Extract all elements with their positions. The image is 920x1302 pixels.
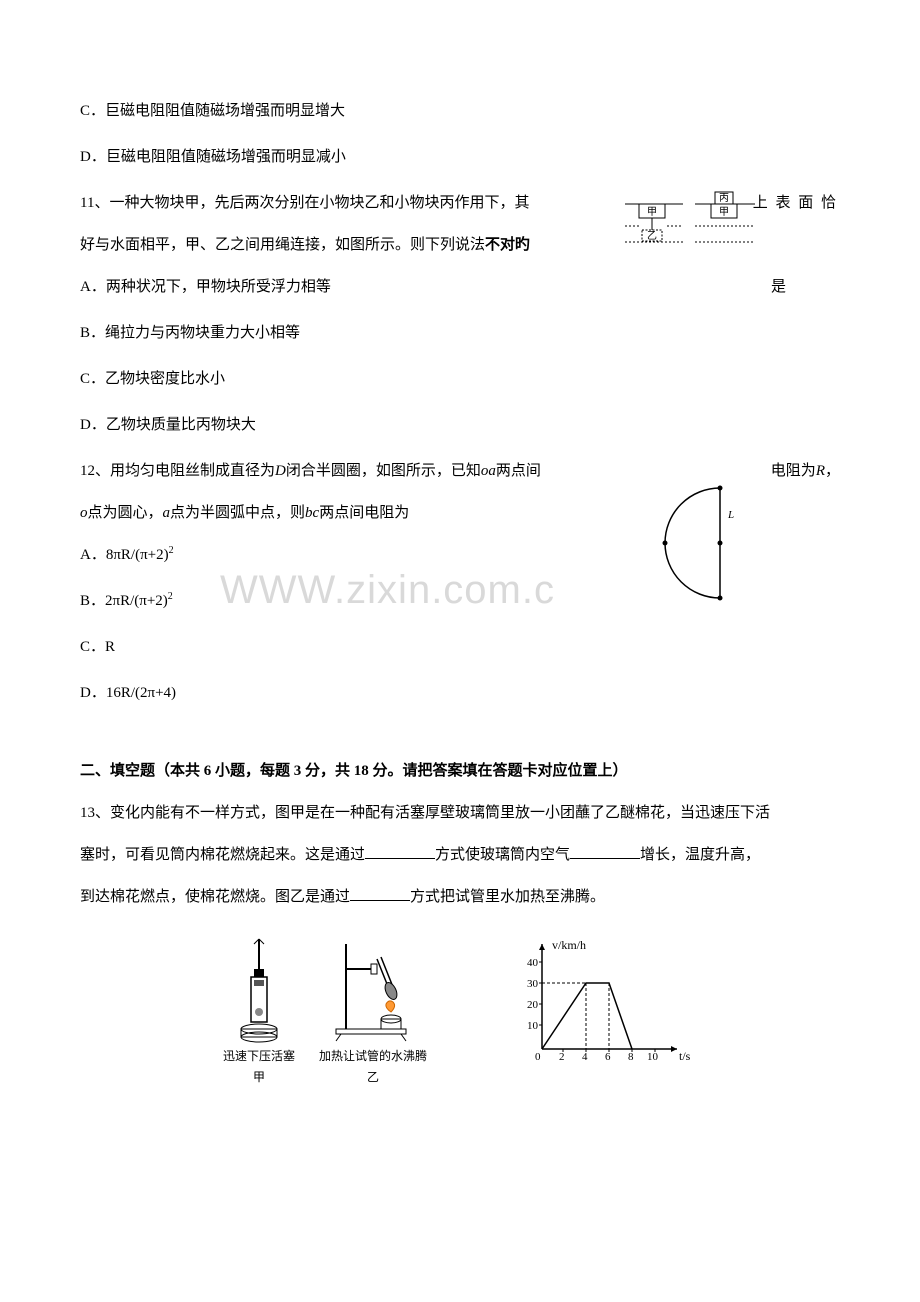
figure-chart: v/km/h t/s 40 30 20 10 0 2 4 6 8 10 bbox=[507, 934, 697, 1069]
option-c: C．巨磁电阻阻值随磁场增强而明显增大 bbox=[80, 90, 840, 132]
question-12: 12、用均匀电阻丝制成直径为D闭合半圆圈，如图所示，已知oa两点间 电阻为R， … bbox=[80, 450, 840, 714]
figure-row: 迅速下压活塞 甲 bbox=[80, 934, 840, 1086]
q12-option-d: D．16R/(2π+4) bbox=[80, 672, 840, 714]
chart-ylabel: v/km/h bbox=[552, 938, 586, 952]
figure-jia: 迅速下压活塞 甲 bbox=[223, 934, 295, 1086]
q11-option-c: C．乙物块密度比水小 bbox=[80, 358, 840, 400]
svg-text:20: 20 bbox=[527, 999, 539, 1011]
svg-text:10: 10 bbox=[647, 1051, 659, 1063]
section-2-title: 二、填空题（本共 6 小题，每题 3 分，共 18 分。请把答案填在答题卡对应位… bbox=[80, 750, 840, 792]
q12-option-a: A．8πR/(π+2)2 bbox=[80, 534, 840, 576]
q11-option-b: B．绳拉力与丙物块重力大小相等 bbox=[80, 312, 840, 354]
blank-2 bbox=[570, 844, 640, 859]
svg-text:4: 4 bbox=[582, 1051, 588, 1063]
figure-block-left: 迅速下压活塞 甲 bbox=[223, 934, 427, 1086]
svg-text:30: 30 bbox=[527, 978, 539, 990]
q13-line2: 塞时，可看见筒内棉花燃烧起来。这是通过方式使玻璃筒内空气增长，温度升高， bbox=[80, 834, 840, 876]
svg-text:40: 40 bbox=[527, 957, 539, 969]
option-d: D．巨磁电阻阻值随磁场增强而明显减小 bbox=[80, 136, 840, 178]
blank-3 bbox=[350, 886, 410, 901]
question-11: 11、一种大物块甲，先后两次分别在小物块乙和小物块丙作用下，其 上 表 面 恰 … bbox=[80, 182, 840, 446]
svg-text:8: 8 bbox=[628, 1051, 634, 1063]
q13-line1: 13、变化内能有不一样方式，图甲是在一种配有活塞厚壁玻璃筒里放一小团蘸了乙醚棉花… bbox=[80, 792, 840, 834]
svg-text:6: 6 bbox=[605, 1051, 611, 1063]
q11-option-a: A．两种状况下，甲物块所受浮力相等 bbox=[80, 266, 840, 308]
svg-text:2: 2 bbox=[559, 1051, 565, 1063]
label-bing: 丙 bbox=[719, 193, 729, 204]
label-jia2: 甲 bbox=[719, 207, 729, 218]
figure-yi: 加热让试管的水沸腾 乙 bbox=[319, 934, 427, 1086]
q12-line2: o点为圆心，a点为半圆弧中点，则bc两点间电阻为 bbox=[80, 492, 840, 534]
q11-line2: 好与水面相平，甲、乙之间用绳连接，如图所示。则下列说法不对旳 是 bbox=[80, 224, 840, 266]
chart-xlabel: t/s bbox=[679, 1049, 691, 1063]
svg-text:10: 10 bbox=[527, 1020, 539, 1032]
blank-1 bbox=[365, 844, 435, 859]
q13-line3: 到达棉花燃点，使棉花燃烧。图乙是通过方式把试管里水加热至沸腾。 bbox=[80, 876, 840, 918]
pre-options: C．巨磁电阻阻值随磁场增强而明显增大 D．巨磁电阻阻值随磁场增强而明显减小 bbox=[80, 90, 840, 178]
q11-option-d: D．乙物块质量比丙物块大 bbox=[80, 404, 840, 446]
label-jia: 甲 bbox=[647, 207, 657, 218]
question-13: 13、变化内能有不一样方式，图甲是在一种配有活塞厚壁玻璃筒里放一小团蘸了乙醚棉花… bbox=[80, 792, 840, 1086]
svg-text:0: 0 bbox=[535, 1051, 541, 1063]
